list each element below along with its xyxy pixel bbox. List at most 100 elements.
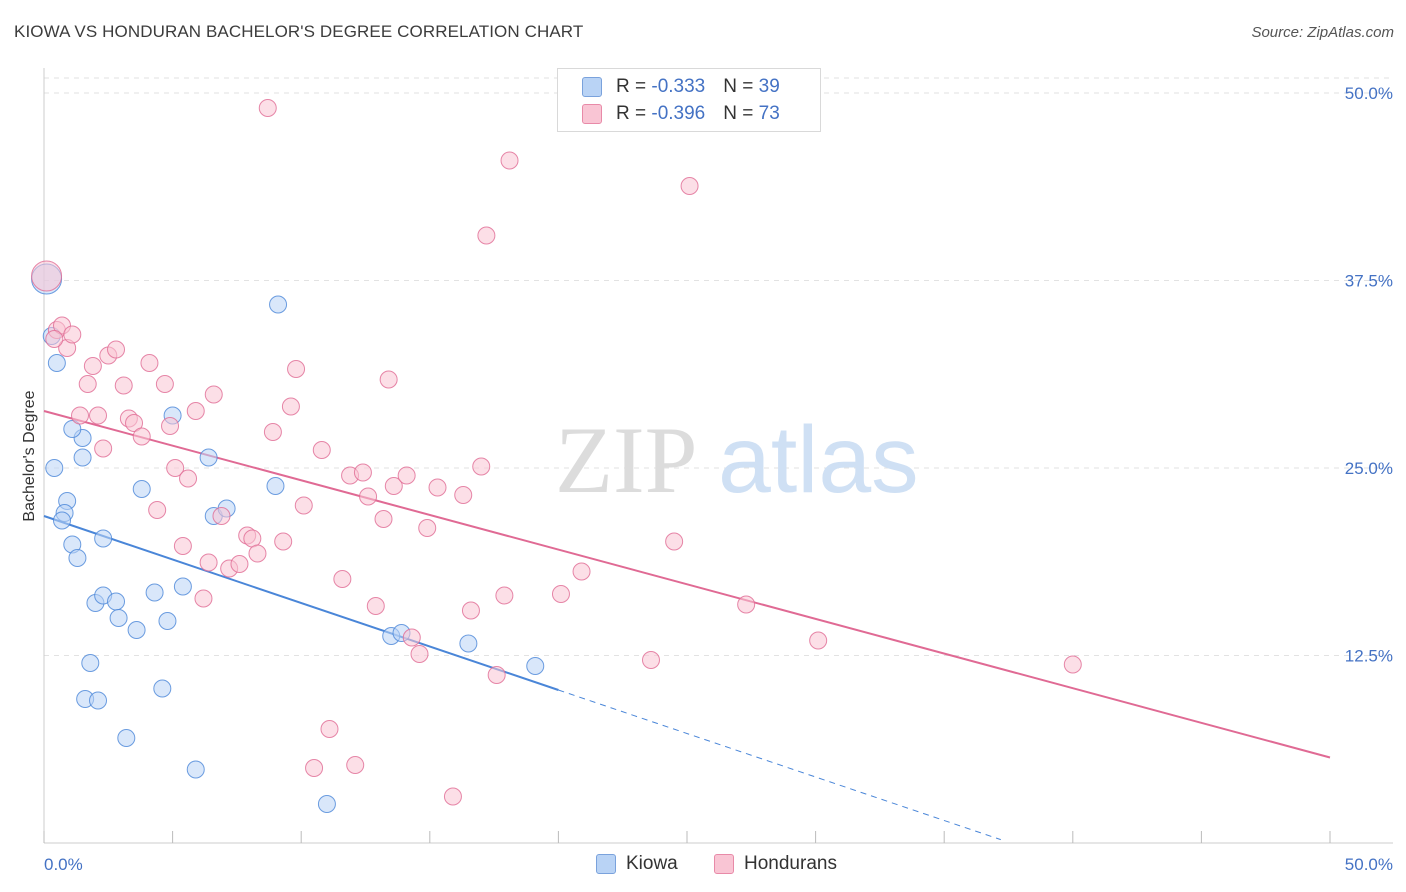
hondurans-point <box>94 439 113 458</box>
x-tick-label-max: 50.0% <box>1345 855 1393 874</box>
kiowa-n-label: N = <box>723 76 759 97</box>
y-tick-label: 25.0% <box>1345 459 1393 478</box>
bottom-legend-hondurans: Hondurans <box>714 852 837 876</box>
hondurans-point <box>63 325 82 344</box>
kiowa-point <box>317 795 336 813</box>
kiowa-point <box>63 420 82 438</box>
hondurans-point <box>294 496 313 515</box>
data-points <box>31 99 1082 813</box>
kiowa-point <box>132 480 151 498</box>
hondurans-point <box>258 99 277 117</box>
hondurans-point <box>320 720 339 738</box>
series-hondurans <box>31 99 1082 806</box>
kiowa-point <box>117 729 136 747</box>
hondurans-point <box>148 501 167 519</box>
hondurans-point <box>125 414 144 432</box>
kiowa-point <box>53 511 72 530</box>
kiowa-point <box>145 583 164 602</box>
hondurans-point <box>114 376 133 395</box>
hondurans-point <box>89 406 108 425</box>
hondurans-point <box>199 553 218 572</box>
kiowa-point <box>158 612 177 630</box>
hondurans-point <box>487 666 506 684</box>
hondurans-point <box>287 360 306 378</box>
hondurans-point <box>179 469 198 488</box>
hondurans-point <box>83 357 102 375</box>
kiowa-point <box>94 529 113 548</box>
legend-row-hondurans: R = -0.396 N = 73 <box>582 102 780 126</box>
hondurans-point <box>78 375 97 393</box>
legend-box: R = -0.333 N = 39 R = -0.396 N = 73 <box>557 68 821 132</box>
hondurans-point <box>353 463 372 482</box>
kiowa-point <box>89 691 108 710</box>
source-label: Source: ZipAtlas.com <box>1251 24 1394 41</box>
watermark-zip: ZIP <box>555 407 698 513</box>
kiowa-legend-label: Kiowa <box>626 853 678 874</box>
kiowa-point <box>153 679 172 698</box>
kiowa-point <box>73 448 92 467</box>
hondurans-point <box>45 330 64 348</box>
hondurans-point <box>402 628 421 647</box>
hondurans-n-label: N = <box>723 103 759 124</box>
chart-title: KIOWA VS HONDURAN BACHELOR'S DEGREE CORR… <box>14 22 584 41</box>
hondurans-trend-line <box>43 410 1331 759</box>
y-tick-label: 37.5% <box>1345 272 1393 291</box>
kiowa-point <box>266 477 285 495</box>
hondurans-point <box>551 585 570 603</box>
hondurans-point <box>312 441 331 459</box>
kiowa-point <box>68 549 87 567</box>
hondurans-point <box>263 423 282 441</box>
hondurans-point <box>155 375 174 393</box>
hondurans-r-value: -0.396 <box>651 103 706 124</box>
bottom-legend-kiowa: Kiowa <box>596 852 678 876</box>
y-tick-label: 12.5% <box>1345 647 1393 666</box>
hondurans-point <box>418 519 437 537</box>
watermark-atlas: atlas <box>718 407 919 513</box>
hondurans-legend-icon <box>714 854 734 874</box>
tick-labels: 12.5% 25.0% 37.5% 50.0% 0.0% 50.0% <box>44 84 1393 874</box>
hondurans-swatch-icon <box>582 104 602 124</box>
kiowa-point <box>459 634 478 653</box>
hondurans-point <box>366 597 385 615</box>
kiowa-point <box>81 654 100 672</box>
kiowa-point <box>127 621 146 639</box>
trend-lines <box>43 410 1331 841</box>
hondurans-point <box>454 486 473 504</box>
hondurans-point <box>333 570 352 588</box>
hondurans-point <box>374 510 393 528</box>
kiowa-point <box>173 577 192 596</box>
hondurans-point <box>243 529 262 548</box>
kiowa-trend-line <box>43 515 559 691</box>
x-tick-label-min: 0.0% <box>44 855 83 874</box>
legend-row-kiowa: R = -0.333 N = 39 <box>582 75 780 99</box>
hondurans-point <box>641 651 660 669</box>
hondurans-point <box>212 507 231 525</box>
hondurans-point <box>410 645 429 663</box>
kiowa-r-value: -0.333 <box>651 76 706 97</box>
hondurans-point <box>680 177 699 195</box>
hondurans-point <box>461 601 480 620</box>
kiowa-trend-extension <box>558 689 1001 841</box>
kiowa-point <box>107 592 126 611</box>
hondurans-point <box>281 397 300 416</box>
y-axis-label: Bachelor's Degree <box>21 390 38 521</box>
kiowa-point <box>109 609 128 627</box>
kiowa-r-label: R = <box>616 76 652 97</box>
hondurans-point <box>305 759 324 777</box>
hondurans-point <box>665 532 684 551</box>
hondurans-point <box>204 385 223 404</box>
hondurans-point <box>186 402 205 420</box>
hondurans-point <box>31 260 63 292</box>
hondurans-point <box>132 427 151 446</box>
kiowa-point <box>47 354 66 372</box>
hondurans-r-label: R = <box>616 103 652 124</box>
hondurans-point <box>737 595 756 614</box>
hondurans-point <box>443 787 462 806</box>
axes <box>43 68 1393 844</box>
hondurans-point <box>428 478 447 497</box>
hondurans-point <box>1063 655 1082 674</box>
hondurans-point <box>379 370 398 389</box>
hondurans-point <box>472 457 491 476</box>
hondurans-point <box>248 544 267 563</box>
hondurans-point <box>397 466 416 485</box>
